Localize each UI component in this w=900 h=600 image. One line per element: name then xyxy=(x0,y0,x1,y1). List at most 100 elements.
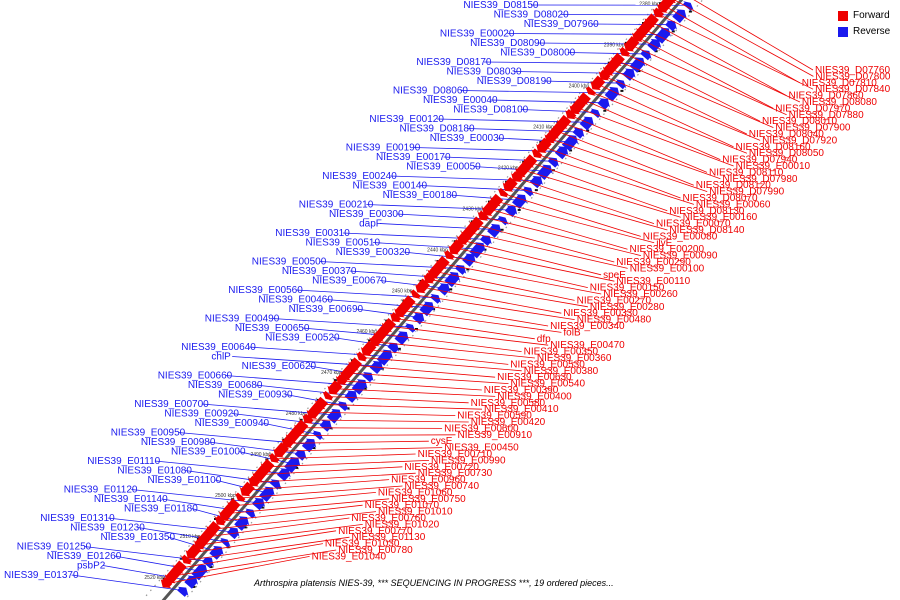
forward-leader-line xyxy=(637,36,774,109)
forward-gene-label: NIES39_E00530 xyxy=(510,359,585,370)
forward-gene-arrow xyxy=(340,363,357,381)
forward-leader-line xyxy=(361,357,522,372)
forward-gene-arrow xyxy=(531,148,543,159)
forward-gene-label: NIES39_D08080 xyxy=(802,97,877,108)
reverse-gene-label: NIES39_E00120 xyxy=(369,114,444,125)
feature-marker xyxy=(363,387,367,390)
legend: Forward Reverse xyxy=(838,8,890,40)
forward-leader-line xyxy=(657,13,814,90)
forward-leader-line xyxy=(643,29,801,103)
forward-gene-label: NIES39_E00200 xyxy=(630,244,705,255)
reverse-gene-label: NIES39_D08020 xyxy=(494,10,569,21)
forward-leader-line xyxy=(334,388,496,397)
reverse-leader-line xyxy=(413,147,563,152)
forward-gene-arrow xyxy=(185,543,202,560)
forward-leader-line xyxy=(165,556,310,585)
forward-leader-line xyxy=(354,364,496,378)
forward-leader-line xyxy=(623,52,761,122)
forward-gene-label: NIES39_E00590 xyxy=(457,411,532,422)
map-caption: Arthrospira platensis NIES-39, *** SEQUE… xyxy=(254,578,614,588)
forward-leader-line xyxy=(590,91,748,154)
forward-leader-line xyxy=(428,278,588,308)
forward-gene-label: NIES39_E00960 xyxy=(391,475,466,486)
reverse-gene-arrow xyxy=(252,497,265,511)
forward-gene-arrow xyxy=(623,36,640,52)
reverse-leader-line xyxy=(520,109,597,113)
reverse-gene-label: NIES39_E01100 xyxy=(148,475,222,486)
forward-gene-label: NIES39_E00740 xyxy=(405,481,480,492)
forward-gene-label: NIES39_E00600 xyxy=(444,423,519,434)
reverse-gene-label: NIES39_E00210 xyxy=(299,200,374,211)
forward-leader-line xyxy=(515,177,655,224)
reverse-gene-label: NIES39_E00020 xyxy=(440,29,515,40)
forward-gene-arrow xyxy=(322,390,334,401)
reverse-leader-line xyxy=(379,280,445,289)
reverse-gene-label: NIES39_D08000 xyxy=(500,48,575,59)
reverse-gene-arrow xyxy=(455,264,467,275)
reverse-gene-label: NIES39_E01370 xyxy=(4,570,79,581)
feature-marker xyxy=(179,557,183,560)
forward-gene-label: NIES39_E00470 xyxy=(550,340,625,351)
forward-leader-line xyxy=(556,130,694,186)
forward-gene-arrow xyxy=(590,75,606,91)
reverse-gene-arrow xyxy=(319,420,332,432)
forward-leader-line xyxy=(286,440,429,444)
reverse-leader-line xyxy=(403,251,470,260)
forward-leader-line xyxy=(435,271,575,301)
reverse-leader-line xyxy=(356,308,420,318)
reverse-gene-arrow xyxy=(640,50,652,61)
forward-gene-label: NIES39_E00290 xyxy=(616,257,691,268)
scale-label: 2400 kbp xyxy=(569,83,590,89)
forward-leader-line xyxy=(549,138,708,192)
reverse-gene-arrow xyxy=(579,116,594,131)
forward-gene-arrow xyxy=(219,504,236,521)
feature-marker xyxy=(209,566,213,569)
forward-gene-arrow xyxy=(602,58,620,76)
forward-gene-label: NIES39_E00160 xyxy=(683,212,758,223)
feature-marker xyxy=(397,347,401,350)
forward-gene-arrow xyxy=(443,250,455,260)
forward-leader-line xyxy=(381,333,522,352)
forward-gene-label: NIES39_D07940 xyxy=(722,155,797,166)
reverse-gene-arrow xyxy=(512,194,527,209)
reverse-leader-line xyxy=(309,365,369,377)
forward-leader-line xyxy=(206,517,350,538)
forward-gene-label: NIES39_E00910 xyxy=(458,430,533,441)
forward-gene-label: NIES39_E00730 xyxy=(418,468,493,479)
forward-leader-line xyxy=(529,161,668,212)
forward-gene-label: NIES39_E00710 xyxy=(418,449,493,460)
reverse-gene-label: NIES39_E01310 xyxy=(40,513,115,524)
reverse-leader-line xyxy=(131,489,260,504)
feature-marker xyxy=(333,379,337,382)
forward-gene-arrow xyxy=(373,323,391,342)
forward-gene-label: NIES39_D08050 xyxy=(749,148,824,159)
reverse-gene-label: NIES39_E00640 xyxy=(181,342,256,353)
forward-gene-label: NIES39_D08040 xyxy=(749,129,824,140)
reverse-gene-arrow xyxy=(430,293,441,304)
feature-marker xyxy=(192,585,196,588)
reverse-gene-label: NIES39_E00180 xyxy=(383,190,458,201)
forward-leader-line xyxy=(239,485,403,499)
forward-gene-arrow xyxy=(214,515,226,526)
forward-gene-label: NIES39_D07800 xyxy=(815,71,890,82)
forward-leader-line xyxy=(617,60,774,128)
reverse-gene-arrow xyxy=(387,342,400,354)
feature-marker xyxy=(260,506,264,509)
forward-gene-label: NIES39_D08130 xyxy=(669,206,744,217)
scale-label: 2440 kbp xyxy=(427,247,448,253)
reverse-gene-arrow xyxy=(480,235,492,246)
reverse-gene-label: NIES39_E01140 xyxy=(94,494,168,505)
feature-marker xyxy=(414,327,418,330)
forward-gene-arrow xyxy=(239,481,255,497)
forward-leader-line xyxy=(488,208,628,250)
reverse-gene-label: NIES39_E00670 xyxy=(312,276,387,287)
forward-gene-arrow xyxy=(394,301,411,318)
forward-gene-arrow xyxy=(536,137,552,153)
forward-leader-line xyxy=(347,372,509,384)
forward-gene-label: ilvE xyxy=(656,238,672,249)
forward-gene-label: NIES39_E00990 xyxy=(431,455,506,466)
reverse-gene-arrow xyxy=(234,516,250,531)
reverse-leader-line xyxy=(167,536,218,552)
forward-gene-label: NIES39_E01030 xyxy=(325,539,400,550)
